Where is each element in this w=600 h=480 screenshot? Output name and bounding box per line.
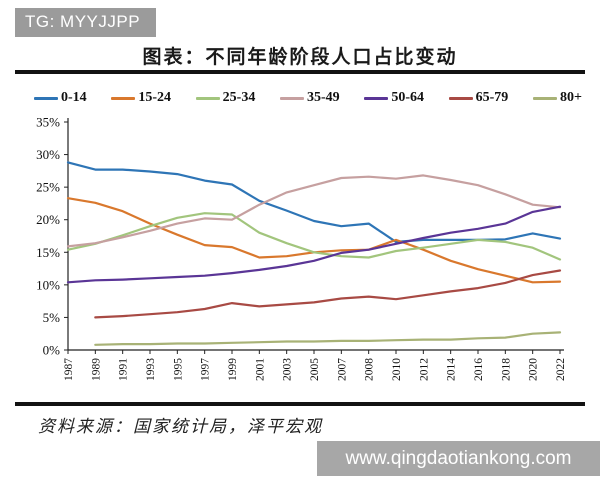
y-tick-label: 0% [43,343,61,358]
legend-label: 65-79 [475,90,509,105]
legend-swatch-65-79 [448,96,473,100]
x-tick-label: 1993 [145,358,157,381]
series-line-65-79 [94,269,562,319]
series-line-35-49 [66,174,562,248]
chart-legend: 0-14 15-24 25-34 35-49 50-64 65-79 80+ [34,90,582,106]
x-tick-label: 1997 [200,358,212,381]
x-tick-label: 2010 [391,358,403,381]
legend-item-65-79: 65-79 [448,90,509,106]
source-note: 资料来源：国家统计局，泽平宏观 [38,417,323,436]
x-tick-label: 2014 [446,358,458,381]
y-tick-label: 20% [36,212,60,227]
y-tick-label: 5% [43,310,61,325]
y-tick-label: 15% [36,245,60,260]
x-tick-label: 2003 [282,358,294,381]
series-line-50-64 [66,205,562,284]
legend-item-50-64: 50-64 [364,90,424,106]
legend-label: 15-24 [138,90,171,105]
x-tick-label: 1999 [227,358,239,381]
legend-swatch-0-14 [34,96,58,100]
x-tick-label: 2001 [254,358,266,381]
legend-swatch-80+ [532,96,557,100]
series-line-25-34 [66,212,562,261]
x-tick-label: 2020 [528,358,540,381]
x-tick-label: 2016 [473,358,485,381]
series-line-80+ [94,331,562,346]
channel-badge: TG: MYYJJPP [15,8,157,37]
x-tick-label: 2022 [555,358,567,381]
y-tick-label: 10% [36,277,60,292]
legend-swatch-35-49 [279,96,304,100]
top-divider-line [15,70,585,74]
legend-swatch-25-34 [195,96,220,100]
legend-label: 25-34 [222,90,256,105]
y-tick-label: 25% [36,180,60,195]
legend-label: 0-14 [61,90,87,105]
x-tick-label: 1989 [90,358,102,381]
legend-swatch-50-64 [364,96,389,100]
chart-title: 图表：不同年龄阶段人口占比变动 [142,47,458,68]
legend-item-80+: 80+ [532,90,582,106]
legend-item-15-24: 15-24 [111,90,171,106]
watermark: www.qingdaotiankong.com [317,441,600,476]
bottom-divider-line [15,402,585,406]
y-tick-label: 35% [36,115,60,130]
x-tick-label: 1991 [118,358,130,381]
x-tick-label: 2007 [336,358,348,381]
x-tick-label: 2005 [309,358,321,381]
y-tick-label: 30% [36,147,60,162]
x-tick-label: 1987 [63,358,75,381]
legend-item-0-14: 0-14 [34,90,87,106]
legend-label: 50-64 [391,90,424,105]
legend-label: 80+ [559,90,582,105]
x-tick-label: 2008 [364,358,376,381]
legend-swatch-15-24 [111,96,136,100]
x-tick-label: 2018 [500,358,512,381]
chart-area: 35% 30% 25% 20% 15% 10% 5% 0% 1987 1989 1991 1993 19… [26,112,574,401]
legend-label: 35-49 [306,90,340,105]
x-tick-label: 2012 [418,358,430,381]
legend-item-35-49: 35-49 [279,90,340,106]
line-chart: 35% 30% 25% 20% 15% 10% 5% 0%1987 1989 1991 1993 19… [36,115,567,382]
x-tick-label: 1995 [172,358,184,381]
legend-item-25-34: 25-34 [195,90,256,106]
